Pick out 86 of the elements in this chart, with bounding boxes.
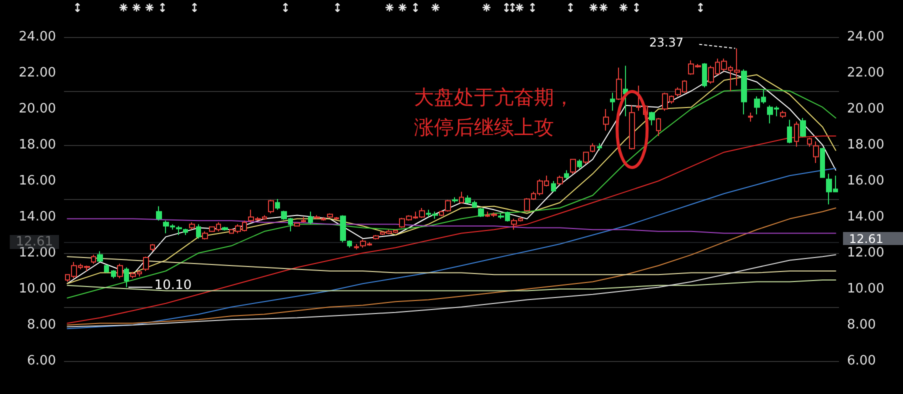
candlestick [124, 266, 129, 288]
candlestick [597, 142, 602, 151]
candlestick [780, 110, 786, 118]
y-tick-label: 16.00 [18, 174, 56, 188]
candlestick [820, 147, 825, 178]
y-tick-label: 14.00 [18, 210, 56, 224]
candlestick [636, 85, 641, 112]
line-series [66, 136, 836, 324]
y2-tick-label: 8.00 [847, 318, 876, 332]
candlestick [340, 214, 346, 243]
candlestick [275, 198, 280, 210]
y-tick-label: 18.00 [18, 138, 56, 152]
candlestick [557, 175, 563, 186]
candlestick [570, 158, 576, 174]
candlestick [268, 199, 274, 214]
y-tick-label: 8.00 [27, 318, 56, 332]
candlestick [649, 111, 655, 126]
candlestick [97, 250, 103, 262]
candlestick [176, 226, 182, 236]
candlestick [564, 170, 569, 180]
candlestick [222, 226, 228, 231]
candlestick [347, 240, 352, 248]
candlestick [748, 112, 753, 122]
candlestick [813, 140, 819, 164]
y2-tick-label: 6.00 [847, 354, 876, 368]
candlestick [334, 216, 339, 220]
candlestick [156, 206, 162, 222]
y-tick-label: 20.00 [18, 102, 56, 116]
candlestick [452, 196, 458, 204]
candlestick [150, 244, 155, 252]
candlestick [610, 92, 615, 112]
candlestick [111, 270, 116, 279]
y2-tick-label: 24.00 [847, 30, 884, 44]
candlestick [117, 263, 123, 279]
line-series [66, 280, 836, 292]
candlestick [196, 224, 201, 240]
ref-line-label: 12.61 [849, 232, 884, 246]
candlestick [373, 234, 379, 240]
candlestick [741, 68, 747, 115]
candlestick [445, 199, 451, 212]
line-series [66, 168, 836, 330]
candlestick [439, 210, 444, 217]
candlestick [702, 62, 707, 88]
candlestick [577, 158, 582, 169]
candlestick [478, 208, 484, 218]
line-series [66, 208, 836, 326]
candlestick [794, 121, 799, 148]
candlestick [459, 191, 464, 204]
candlestick [787, 119, 792, 144]
y-tick-label: 22.00 [18, 66, 56, 80]
y-tick-label: 24.00 [18, 30, 56, 44]
candlestick [104, 264, 109, 274]
y2-tick-label: 14.00 [847, 210, 884, 224]
candlestick [143, 256, 149, 272]
annotation: 10.10 [154, 278, 192, 294]
y2-tick-label: 12.00 [847, 246, 884, 260]
candlestick [551, 180, 556, 192]
y2-tick-label: 10.00 [847, 282, 884, 296]
y2-tick-label: 22.00 [847, 66, 884, 80]
candlestick [623, 65, 628, 117]
candlestick [321, 216, 326, 222]
candlestick [91, 254, 96, 264]
candlestick [308, 211, 313, 225]
y-tick-label: 10.00 [18, 282, 56, 296]
candlestick [616, 67, 622, 100]
candlestick [656, 118, 661, 136]
annotation: 大盘处于亢奋期，涨停后继续上攻 [414, 85, 574, 139]
candlestick [629, 104, 635, 150]
candlestick [301, 216, 306, 223]
candlestick [807, 137, 812, 148]
candlestick [603, 108, 609, 132]
candlestick [294, 222, 300, 226]
y2-tick-label: 18.00 [847, 138, 884, 152]
candlestick [327, 212, 333, 218]
annotation: 23.37 [649, 35, 684, 50]
y2-tick-label: 16.00 [847, 174, 884, 188]
line-series [66, 254, 836, 328]
candlestick [189, 222, 195, 230]
line-series [66, 256, 836, 276]
candlestick [202, 230, 208, 240]
y-tick-label: 6.00 [27, 354, 56, 368]
candlestick [314, 214, 320, 220]
candlestick [800, 118, 806, 138]
line-series [66, 218, 836, 234]
candlestick [183, 228, 188, 236]
y2-tick-label: 20.00 [847, 102, 884, 116]
